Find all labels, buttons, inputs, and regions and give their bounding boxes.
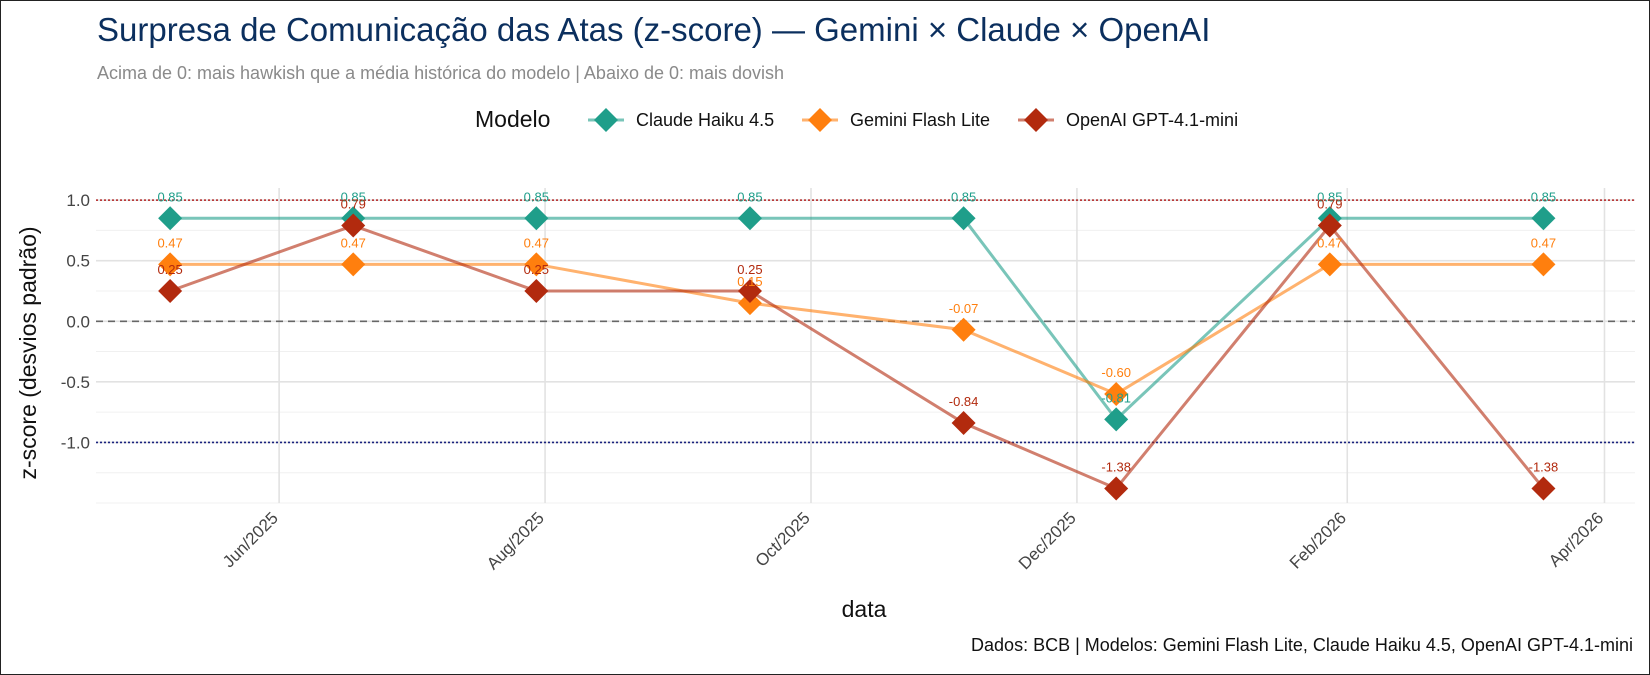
data-point [524,278,549,303]
x-tick-label: Oct/2025 [752,508,814,570]
data-label: 0.79 [1317,197,1342,212]
data-point [524,252,549,277]
y-tick-label: -1.0 [61,433,90,452]
x-tick-label: Jun/2025 [219,508,282,571]
data-point [1104,381,1129,406]
legend-label: Claude Haiku 4.5 [636,110,774,130]
chart-subtitle: Acima de 0: mais hawkish que a média his… [97,63,785,83]
data-point [951,206,976,231]
data-point [341,213,366,238]
data-label: 0.25 [737,262,762,277]
series-line [170,216,1544,422]
data-point [1531,476,1556,501]
data-label: 0.47 [1531,235,1556,250]
data-label: -0.84 [949,394,979,409]
data-label: 0.47 [341,235,366,250]
data-label: -1.38 [1101,459,1131,474]
data-point [341,252,366,277]
data-label: 0.47 [1317,235,1342,250]
data-point [951,317,976,342]
data-label: 0.25 [524,262,549,277]
data-label: 0.85 [737,189,762,204]
data-label: -0.07 [949,301,979,316]
data-label: 0.85 [1531,189,1556,204]
data-label: 0.85 [951,189,976,204]
legend-label: Gemini Flash Lite [850,110,990,130]
data-point [158,278,183,303]
series-points [158,206,1556,501]
data-label: 0.85 [341,189,366,204]
data-point [158,206,183,231]
data-point [951,411,976,436]
data-point [1104,476,1129,501]
data-point [737,206,762,231]
chart-title: Surpresa de Comunicação das Atas (z-scor… [97,11,1211,48]
data-label: 0.85 [1317,189,1342,204]
y-tick-label: -0.5 [61,373,90,392]
data-point [1317,213,1342,238]
data-label: 0.85 [524,189,549,204]
data-point [1531,206,1556,231]
x-axis-ticks: Jun/2025 Aug/2025 Oct/2025 Dec/2025 Feb/2026… [219,508,1607,573]
y-tick-label: 0.0 [66,312,90,331]
legend-key-marker [1024,108,1048,132]
y-tick-label: 0.5 [66,252,90,271]
data-label: 0.85 [157,189,182,204]
data-label: -0.60 [1101,365,1131,380]
x-tick-label: Dec/2025 [1015,508,1080,573]
data-label: 0.25 [157,262,182,277]
y-tick-label: 1.0 [66,191,90,210]
data-point [158,252,183,277]
series-line [170,262,1544,396]
series-line [169,223,1545,491]
x-tick-label: Apr/2026 [1545,508,1607,570]
legend-title: Modelo [475,106,550,132]
legend: Modelo Claude Haiku 4.5 Gemini Flash Lite… [475,106,1238,132]
legend-label: OpenAI GPT-4.1-mini [1066,110,1238,130]
data-label: 0.15 [737,274,762,289]
y-axis-ticks: 1.0 0.5 0.0 -0.5 -1.0 [61,191,90,452]
data-label: 0.79 [341,197,366,212]
data-labels: 0.85 0.85 0.85 0.85 0.85 -0.81 0.85 0.85 0.47 0.4… [157,189,1558,474]
legend-key-marker [594,108,618,132]
chart-caption: Dados: BCB | Modelos: Gemini Flash Lite,… [971,635,1633,655]
x-tick-label: Feb/2026 [1286,508,1350,572]
data-label: -1.38 [1529,459,1559,474]
data-point [1531,252,1556,277]
reference-lines [96,199,1635,444]
series-lines [169,216,1545,491]
data-point [737,278,762,303]
data-point [737,291,762,316]
data-label: 0.47 [524,235,549,250]
data-point [1104,407,1129,432]
x-axis-title: data [842,596,887,622]
data-label: 0.47 [157,235,182,250]
data-point [1317,252,1342,277]
data-point [524,206,549,231]
y-axis-title: z-score (desvios padrão) [15,226,41,479]
legend-key-marker [808,108,832,132]
data-label: -0.81 [1101,390,1131,405]
x-tick-label: Aug/2025 [483,508,548,573]
